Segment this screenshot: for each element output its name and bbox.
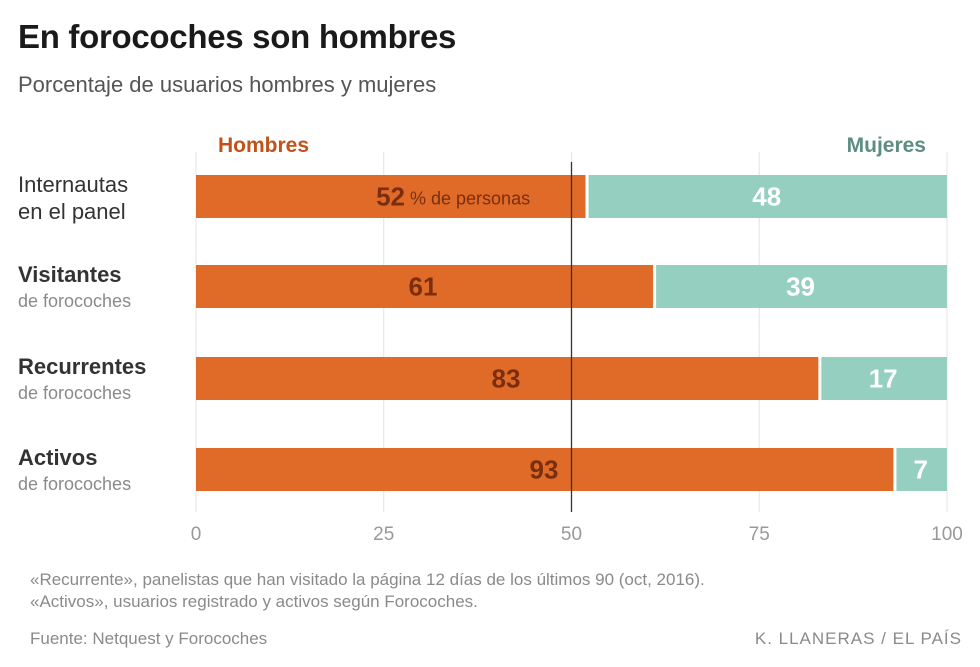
value-label-hombres: 61 <box>409 272 438 302</box>
bar-mujeres <box>588 175 947 218</box>
chart-footnote: «Recurrente», panelistas que han visitad… <box>30 570 705 611</box>
bar-hombres <box>196 448 894 491</box>
value-label-hombres: 83 <box>492 364 521 394</box>
category-sublabel: de forocoches <box>18 474 131 494</box>
category-label: Recurrentes <box>18 354 146 379</box>
value-label-hombres: 93 <box>530 455 559 485</box>
value-label-hombres: 52 <box>376 182 405 212</box>
chart-credit: K. LLANERAS / EL PAÍS <box>754 629 962 648</box>
x-tick-label: 25 <box>373 524 394 545</box>
value-label-mujeres: 7 <box>913 455 927 485</box>
chart-subtitle: Porcentaje de usuarios hombres y mujeres <box>18 72 437 97</box>
category-label: Internautas <box>18 172 128 197</box>
value-label-mujeres: 17 <box>869 364 898 394</box>
bar-mujeres <box>656 265 947 308</box>
category-sublabel: en el panel <box>18 199 126 224</box>
unit-label: % de personas <box>410 189 530 209</box>
chart-title: En forocoches son hombres <box>18 18 457 55</box>
category-label: Visitantes <box>18 262 122 287</box>
category-sublabel: de forocoches <box>18 291 131 311</box>
value-label-mujeres: 39 <box>786 272 815 302</box>
x-tick-label: 50 <box>561 524 582 545</box>
x-tick-label: 100 <box>931 524 963 545</box>
category-label: Activos <box>18 445 97 470</box>
bar-hombres <box>196 265 654 308</box>
legend-label-mujeres: Mujeres <box>847 134 926 157</box>
category-sublabel: de forocoches <box>18 383 131 403</box>
x-tick-label: 0 <box>191 524 202 545</box>
bar-mujeres <box>821 357 947 400</box>
bar-hombres <box>196 175 586 218</box>
x-tick-label: 75 <box>749 524 770 545</box>
value-label-mujeres: 48 <box>752 182 781 212</box>
bar-hombres <box>196 357 819 400</box>
chart-source: Fuente: Netquest y Forocoches <box>30 629 268 648</box>
bar-mujeres <box>896 448 947 491</box>
legend-label-hombres: Hombres <box>218 134 309 157</box>
